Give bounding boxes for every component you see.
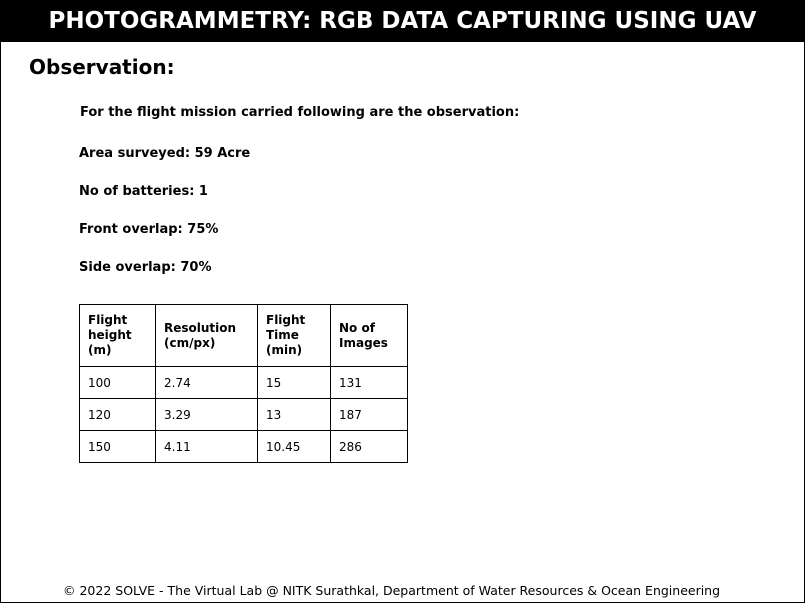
header-line: Flight (266, 313, 306, 327)
page-title: PHOTOGRAMMETRY: RGB DATA CAPTURING USING… (1, 1, 804, 42)
table-cell: 10.45 (257, 430, 331, 463)
table-cell: 15 (257, 366, 331, 399)
header-line: Time (266, 328, 299, 342)
table-row: 100 2.74 15 131 (79, 366, 408, 399)
header-line: Resolution (164, 320, 237, 335)
section-heading: Observation: (29, 55, 175, 79)
table-header-row: Flight height (m) Resolution (cm/px) Fli… (79, 304, 408, 367)
observation-front-overlap: Front overlap: 75% (79, 222, 219, 237)
header-line: No of (339, 320, 375, 335)
observation-side-overlap: Side overlap: 70% (79, 260, 212, 275)
table-cell: 4.11 (155, 430, 258, 463)
table-cell: 120 (79, 398, 156, 431)
header-line: (cm/px) (164, 335, 216, 350)
column-header-no-of-images: No of Images (330, 304, 408, 367)
header-line: Flight (88, 313, 128, 327)
table-cell: 100 (79, 366, 156, 399)
table-cell: 13 (257, 398, 331, 431)
header-line: (m) (88, 343, 112, 357)
column-header-flight-height: Flight height (m) (79, 304, 156, 367)
header-line: height (88, 328, 132, 342)
observation-area-surveyed: Area surveyed: 59 Acre (79, 146, 251, 161)
table-cell: 187 (330, 398, 408, 431)
table-row: 120 3.29 13 187 (79, 398, 408, 431)
footer-copyright: © 2022 SOLVE - The Virtual Lab @ NITK Su… (63, 583, 721, 598)
table-cell: 150 (79, 430, 156, 463)
observation-batteries: No of batteries: 1 (79, 184, 208, 199)
header-line: (min) (266, 343, 303, 357)
column-header-flight-time: Flight Time (min) (257, 304, 331, 367)
table-row: 150 4.11 10.45 286 (79, 430, 408, 463)
table-cell: 3.29 (155, 398, 258, 431)
table-cell: 131 (330, 366, 408, 399)
observation-table: Flight height (m) Resolution (cm/px) Fli… (79, 304, 408, 463)
intro-text: For the flight mission carried following… (80, 105, 520, 120)
header-line: Images (339, 335, 388, 350)
table-cell: 286 (330, 430, 408, 463)
column-header-resolution: Resolution (cm/px) (155, 304, 258, 367)
table-cell: 2.74 (155, 366, 258, 399)
